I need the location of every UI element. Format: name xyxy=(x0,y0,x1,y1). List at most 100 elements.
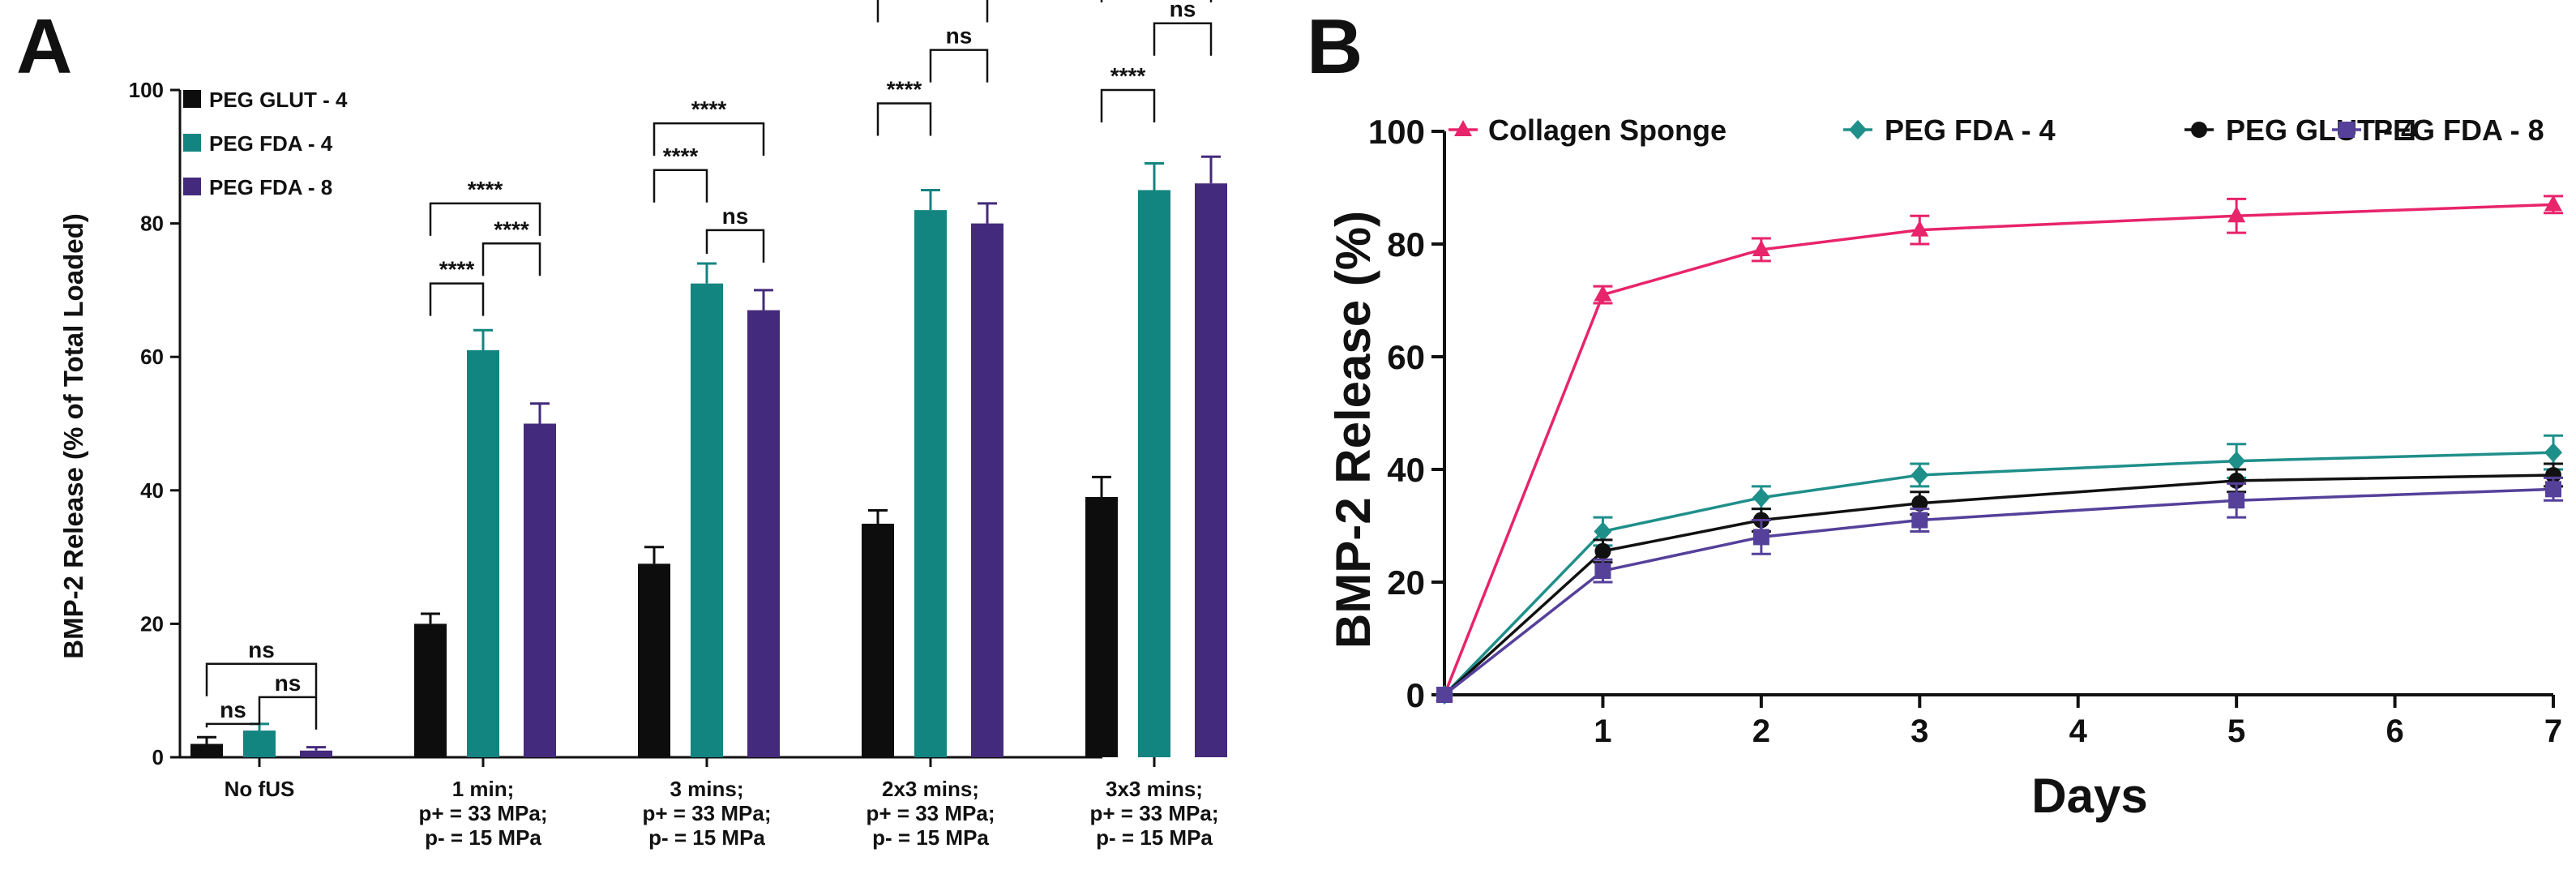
legend-label: PEG FDA - 8 xyxy=(209,175,332,199)
significance-bracket xyxy=(705,229,765,263)
bar-chart-category-label-line: p+ = 33 MPa; xyxy=(867,801,995,825)
legend-label: Collagen Sponge xyxy=(1488,114,1727,147)
line-chart-x-tick-label: 2 xyxy=(1752,713,1770,749)
bar xyxy=(467,349,499,757)
panel-label-a: A xyxy=(16,3,72,90)
data-point xyxy=(1911,495,1928,512)
bar-chart-category-label: 3 mins; p+ = 33 MPa; p- = 15 MPa xyxy=(643,777,772,850)
error-bar xyxy=(697,262,717,284)
data-point xyxy=(2544,195,2562,212)
line-chart-x-tick-label: 5 xyxy=(2227,713,2245,749)
bar-chart-category-label: 3x3 mins; p+ = 33 MPa; p- = 15 MPa xyxy=(1090,777,1219,850)
data-point xyxy=(2544,443,2562,463)
error-bar xyxy=(644,546,664,564)
legend-label: PEG FDA - 4 xyxy=(209,131,333,156)
significance-label: **** xyxy=(887,76,922,101)
bar-chart-category-label-line: 3 mins; xyxy=(670,777,743,801)
series-line xyxy=(1443,203,2554,696)
legend-swatch xyxy=(183,134,201,152)
bar xyxy=(691,283,723,757)
data-point xyxy=(2545,481,2561,498)
bar xyxy=(414,623,447,757)
line-chart-y-tick-label: 40 xyxy=(1387,451,1425,489)
line-chart-x-tick-label: 4 xyxy=(2069,713,2088,749)
significance-bracket xyxy=(481,242,541,276)
significance-label: ns xyxy=(248,637,275,662)
bar-chart-category-label-line: p+ = 33 MPa; xyxy=(1090,801,1219,825)
significance-bracket xyxy=(205,713,261,728)
bar-chart-category-label-line: p+ = 33 MPa; xyxy=(419,801,548,825)
significance-label: **** xyxy=(494,216,529,242)
bar-chart-y-tick-label: 80 xyxy=(140,212,164,236)
series-line xyxy=(1443,487,2554,696)
significance-label: ns xyxy=(220,697,246,722)
significance-bracket xyxy=(876,102,932,136)
data-point xyxy=(2227,206,2246,223)
data-point xyxy=(2228,492,2245,509)
bar-chart-category-label: 1 min; p+ = 33 MPa; p- = 15 MPa xyxy=(419,777,548,850)
data-point xyxy=(1911,512,1928,529)
data-point xyxy=(2227,451,2246,471)
bar-chart-category-label-line: p- = 15 MPa xyxy=(872,825,989,850)
bar-chart-y-tick-label: 60 xyxy=(140,345,164,369)
legend-marker xyxy=(1849,120,1867,139)
error-bar xyxy=(421,612,440,624)
bar xyxy=(524,423,556,757)
significance-bracket xyxy=(429,202,541,236)
bar-chart-y-tick-label: 20 xyxy=(140,611,164,636)
bar xyxy=(190,743,223,757)
bar-chart-y-axis-label: BMP-2 Release (% of Total Loaded) xyxy=(58,213,88,658)
bar-chart-category-label-line: p- = 15 MPa xyxy=(648,825,765,850)
error-bar xyxy=(306,746,326,751)
data-point xyxy=(1436,687,1453,703)
bar xyxy=(747,310,780,758)
error-bar xyxy=(978,202,997,224)
bar xyxy=(638,563,670,757)
error-bar xyxy=(530,402,550,424)
bar xyxy=(243,730,276,757)
line-chart-panel-b: BMP-2 Release (%) Days 0 20 40 60 80 100 1 2 3 4 5… xyxy=(1326,113,2563,823)
bar xyxy=(1138,190,1170,757)
data-point xyxy=(1594,542,1611,559)
bar-chart-y-tick-label: 0 xyxy=(152,745,164,769)
series-line xyxy=(1443,451,2554,696)
panel-label-b: B xyxy=(1307,3,1363,90)
significance-label: **** xyxy=(691,96,727,122)
significance-bracket xyxy=(929,49,989,83)
significance-bracket xyxy=(1153,22,1213,56)
data-point xyxy=(1752,239,1770,256)
error-bar xyxy=(921,188,940,211)
bar xyxy=(1085,497,1118,757)
bar-chart-category-label: No fUS xyxy=(225,777,295,801)
significance-label: **** xyxy=(468,177,503,202)
significance-label: **** xyxy=(663,144,699,169)
significance-label: ns xyxy=(275,670,302,696)
legend-label: PEG FDA - 4 xyxy=(1885,114,2056,147)
data-point xyxy=(2228,472,2245,489)
legend-marker xyxy=(2339,122,2355,138)
legend-label: PEG GLUT - 4 xyxy=(209,88,348,112)
bar-chart-category-label-line: 3x3 mins; xyxy=(1106,777,1203,801)
error-bar xyxy=(1145,162,1164,191)
bar-chart-category-label: 2x3 mins; p+ = 33 MPa; p- = 15 MPa xyxy=(867,777,995,850)
bar xyxy=(300,750,332,757)
significance-label: **** xyxy=(1110,63,1146,88)
line-chart-x-tick-label: 1 xyxy=(1594,713,1611,749)
data-point xyxy=(2545,466,2561,483)
line-chart-x-tick-label: 6 xyxy=(2386,713,2403,749)
data-point xyxy=(1594,563,1611,580)
bar-chart-panel-a: BMP-2 Release (% of Total Loaded) 0 20 40 6… xyxy=(58,0,1227,850)
legend-swatch xyxy=(183,90,201,108)
line-chart-y-tick-label: 20 xyxy=(1387,563,1425,602)
error-bar xyxy=(1092,475,1111,498)
series-line xyxy=(1443,473,2554,696)
data-point xyxy=(1594,521,1612,542)
line-chart-x-axis-label: Days xyxy=(2031,769,2147,823)
bar-chart-y-tick-label: 100 xyxy=(129,78,164,102)
error-bar xyxy=(197,735,216,744)
legend-label: PEG FDA - 8 xyxy=(2373,114,2544,147)
bar-chart-category-label-line: 1 min; xyxy=(452,777,515,801)
bar xyxy=(914,210,947,757)
error-bar xyxy=(1201,155,1221,184)
